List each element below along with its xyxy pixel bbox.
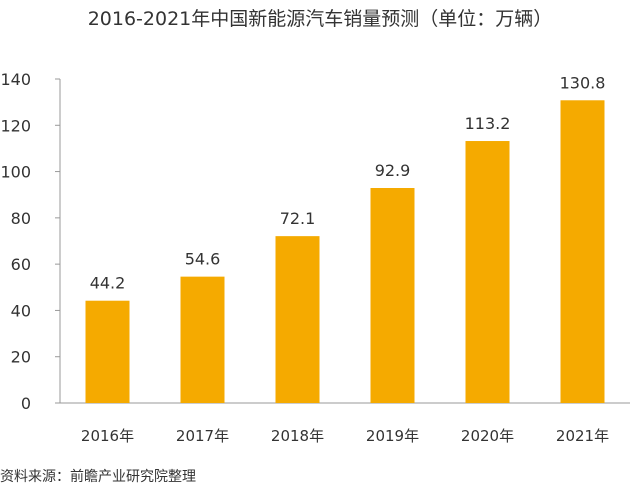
y-tick-label: 20 — [11, 348, 31, 367]
value-labels: 44.2 54.6 72.1 92.9 113.2 130.8 — [90, 73, 606, 292]
y-tick-label: 40 — [11, 301, 31, 320]
x-axis: 2016年 2017年 2018年 2019年 2020年 2021年 — [60, 402, 630, 445]
y-tick-label: 140 — [0, 70, 31, 89]
data-label: 72.1 — [280, 209, 316, 228]
bars — [85, 100, 605, 403]
x-tick-label: 2017年 — [176, 427, 229, 445]
y-tick-label: 120 — [0, 116, 31, 135]
y-axis: 0 20 40 60 80 100 120 140 — [0, 70, 61, 413]
x-tick-label: 2020年 — [461, 427, 514, 445]
bar — [465, 141, 510, 403]
data-label: 130.8 — [560, 73, 606, 92]
bar — [180, 276, 225, 403]
y-tick-label: 80 — [11, 209, 31, 228]
y-tick-label: 60 — [11, 255, 31, 274]
chart-title: 2016-2021年中国新能源汽车销量预测（单位：万辆） — [87, 8, 553, 30]
x-tick-label: 2019年 — [366, 427, 419, 445]
bar — [560, 100, 605, 403]
y-tick-label: 0 — [21, 394, 31, 413]
data-label: 92.9 — [375, 161, 411, 180]
x-tick-label: 2016年 — [81, 427, 134, 445]
bar — [370, 188, 415, 403]
bar — [275, 236, 320, 403]
source-note: 资料来源：前瞻产业研究院整理 — [0, 469, 196, 485]
data-label: 54.6 — [185, 250, 221, 269]
bar — [85, 300, 130, 403]
data-label: 44.2 — [90, 274, 126, 293]
x-tick-label: 2021年 — [556, 427, 609, 445]
data-label: 113.2 — [465, 114, 511, 133]
y-tick-label: 100 — [0, 163, 31, 182]
x-tick-label: 2018年 — [271, 427, 324, 445]
